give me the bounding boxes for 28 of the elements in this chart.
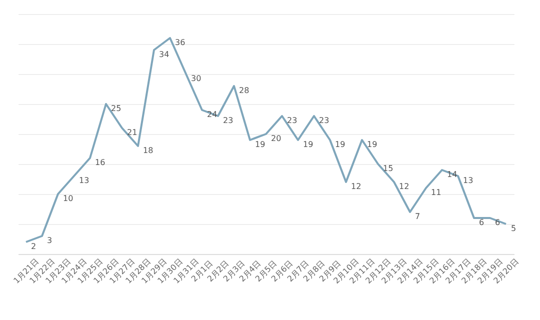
data-label: 23 (319, 116, 330, 125)
data-label: 23 (223, 116, 234, 125)
data-label: 13 (463, 176, 474, 185)
data-label: 10 (63, 194, 74, 203)
data-label: 19 (367, 140, 378, 149)
data-label: 11 (431, 188, 442, 197)
data-label: 19 (335, 140, 346, 149)
data-label: 2 (31, 242, 36, 251)
data-label: 13 (79, 176, 90, 185)
data-label: 5 (511, 224, 516, 233)
data-label: 12 (399, 182, 410, 191)
data-label: 25 (111, 104, 122, 113)
data-label: 7 (415, 212, 420, 221)
data-label: 20 (271, 134, 282, 143)
data-label: 36 (175, 38, 186, 47)
data-label: 30 (191, 74, 202, 83)
data-label: 19 (255, 140, 266, 149)
data-label: 15 (383, 164, 394, 173)
data-label: 3 (47, 236, 52, 245)
data-label: 18 (143, 146, 154, 155)
data-label: 6 (479, 218, 484, 227)
data-label: 16 (95, 158, 106, 167)
data-label: 21 (127, 128, 138, 137)
data-label: 23 (287, 116, 298, 125)
data-label: 19 (303, 140, 314, 149)
data-label: 28 (239, 86, 250, 95)
data-label: 12 (351, 182, 362, 191)
data-label: 34 (159, 50, 170, 59)
